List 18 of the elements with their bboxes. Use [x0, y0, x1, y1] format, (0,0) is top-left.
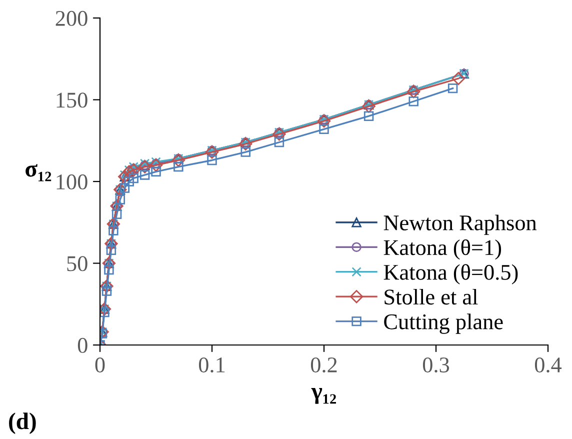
legend-label: Stolle et al — [384, 288, 478, 305]
x-tick-label: 0.2 — [310, 357, 337, 373]
x-tick-label: 0 — [95, 357, 105, 372]
legend-label: Katona (θ=0.5) — [384, 264, 518, 284]
y-tick-label: 0 — [78, 338, 88, 353]
y-tick-label: 100 — [56, 174, 88, 190]
legend-label: Cutting plane — [384, 314, 503, 334]
legend-label: Newton Raphson — [384, 214, 537, 235]
x-tick-label: 0.3 — [422, 357, 450, 373]
y-tick-label: 50 — [67, 256, 88, 272]
text: (d) — [9, 412, 36, 434]
x-tick-label: 0.1 — [198, 357, 225, 373]
x-tick-label: 0.4 — [534, 357, 562, 373]
legend-label: Katona (θ=1) — [384, 239, 502, 260]
x-axis-title: γ₁₂ — [311, 388, 336, 404]
y-axis-title: σ₁₂ — [26, 164, 52, 182]
y-tick-label: 150 — [56, 92, 88, 108]
y-tick-label: 200 — [56, 10, 88, 26]
